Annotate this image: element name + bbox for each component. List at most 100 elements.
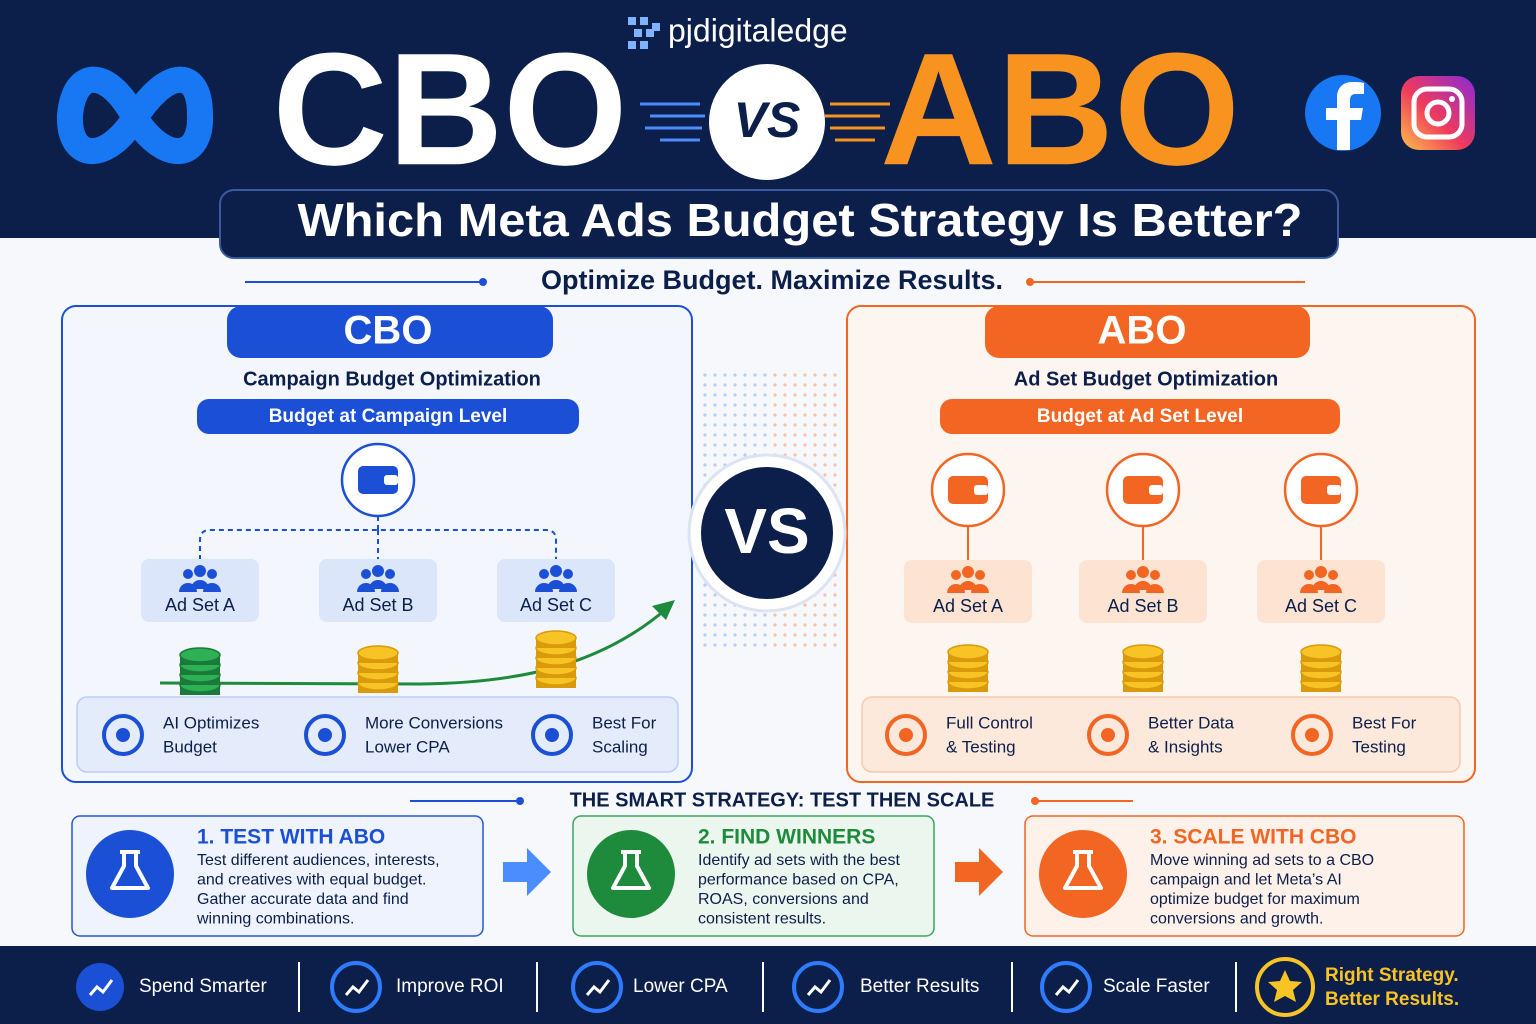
people-head xyxy=(563,569,573,579)
step-title: 3. SCALE WITH CBO xyxy=(1150,826,1357,849)
wallet-clasp xyxy=(974,485,988,495)
level-label: Budget at Ad Set Level xyxy=(1037,406,1243,427)
people-body xyxy=(547,580,565,589)
center-vs: VS xyxy=(724,495,809,567)
feature-icon-core xyxy=(318,728,332,742)
strategy-dot xyxy=(1031,797,1039,805)
coin-top xyxy=(1300,644,1342,660)
people-head xyxy=(183,569,193,579)
left-title: CBO xyxy=(273,19,628,198)
right-title: ABO xyxy=(880,19,1240,198)
brand-name: pjdigitaledge xyxy=(668,12,848,48)
instagram-lens xyxy=(1424,99,1452,127)
ad-set-box xyxy=(1079,560,1207,623)
people-head xyxy=(1315,566,1327,578)
vs-center xyxy=(701,467,833,599)
feature-text: Best For xyxy=(1352,713,1417,732)
coin-top xyxy=(947,644,989,660)
step-glyph xyxy=(611,850,651,890)
footer-glyph xyxy=(1054,979,1080,996)
feature-text: Budget xyxy=(163,737,217,756)
brand-dot xyxy=(634,29,642,37)
people-head xyxy=(962,566,974,578)
footer-icon xyxy=(330,961,382,1013)
people-body xyxy=(191,580,209,589)
footer-star-ring xyxy=(1255,957,1315,1017)
brand-dot xyxy=(640,41,648,49)
wallet-clasp xyxy=(1327,485,1341,495)
feature-box xyxy=(861,696,1461,773)
feature-icon-core xyxy=(1305,728,1319,742)
tagline: Optimize Budget. Maximize Results. xyxy=(541,265,1003,295)
step-text: Move winning ad sets to a CBO xyxy=(1150,852,1374,869)
feature-text: AI Optimizes xyxy=(163,713,259,732)
people-head xyxy=(550,565,562,577)
people-head xyxy=(1126,570,1136,580)
feature-icon xyxy=(885,714,927,756)
footer-glyph xyxy=(585,979,611,996)
step-text: Test different audiences, interests, xyxy=(197,852,440,869)
people-head xyxy=(1328,570,1338,580)
step-arrow xyxy=(955,848,1003,896)
feature-text: Best For xyxy=(592,713,657,732)
feature-icon xyxy=(102,714,144,756)
step-icon xyxy=(1039,830,1127,918)
panel-tab xyxy=(227,306,553,358)
people-head xyxy=(194,565,206,577)
footer-glyph xyxy=(88,979,114,996)
ad-set-label: Ad Set A xyxy=(165,595,235,615)
panel-tab xyxy=(985,306,1310,358)
ad-set-label: Ad Set C xyxy=(1285,596,1357,616)
step-text: Gather accurate data and find xyxy=(197,891,409,908)
footer-icon xyxy=(76,963,124,1011)
feature-icon xyxy=(1087,714,1129,756)
people-head xyxy=(372,565,384,577)
people-body xyxy=(1134,581,1152,590)
wallet-icon xyxy=(1301,476,1341,504)
panel-title: CBO xyxy=(344,309,433,353)
ad-set-label: Ad Set B xyxy=(1107,596,1178,616)
facebook-f xyxy=(1326,82,1364,150)
footer-item: Lower CPA xyxy=(633,976,728,997)
feature-box xyxy=(76,696,679,773)
step-text: performance based on CPA, xyxy=(698,872,899,889)
feature-text: Lower CPA xyxy=(365,737,450,756)
panel-subtitle: Ad Set Budget Optimization xyxy=(1014,368,1278,390)
coin-top xyxy=(535,630,577,646)
panel-title: ABO xyxy=(1098,309,1187,353)
brand-dot xyxy=(640,17,648,25)
people-head xyxy=(539,569,549,579)
wallet-icon xyxy=(1123,476,1163,504)
step-glyph xyxy=(110,850,150,890)
feature-text: Full Control xyxy=(946,713,1033,732)
footer-star xyxy=(1268,970,1302,1002)
step-text: conversions and growth. xyxy=(1150,911,1323,928)
feature-text: Testing xyxy=(1352,737,1406,756)
feature-text: Scaling xyxy=(592,737,648,756)
tagline-dot xyxy=(1026,278,1034,286)
wallet-clasp xyxy=(384,475,398,485)
brand-dot xyxy=(628,41,636,49)
footer-closing: Right Strategy. xyxy=(1325,965,1459,986)
step-text: and creatives with equal budget. xyxy=(197,872,426,889)
coin-top xyxy=(179,647,221,663)
people-head xyxy=(975,570,985,580)
step-title: 2. FIND WINNERS xyxy=(698,826,875,849)
feature-text: Better Data xyxy=(1148,713,1235,732)
footer-closing: Better Results. xyxy=(1325,989,1459,1010)
budget-split xyxy=(199,516,557,560)
step-glyph xyxy=(1063,850,1103,890)
footer-glyph xyxy=(806,979,832,996)
brand-dot xyxy=(646,29,654,37)
wallet-icon xyxy=(948,476,988,504)
step-text: campaign and let Meta’s AI xyxy=(1150,872,1342,889)
step-card xyxy=(71,815,484,937)
people-head xyxy=(385,569,395,579)
footer-item: Scale Faster xyxy=(1103,976,1210,997)
step-text: optimize budget for maximum xyxy=(1150,891,1360,908)
step-icon xyxy=(86,830,174,918)
footer-item: Improve ROI xyxy=(396,976,504,997)
